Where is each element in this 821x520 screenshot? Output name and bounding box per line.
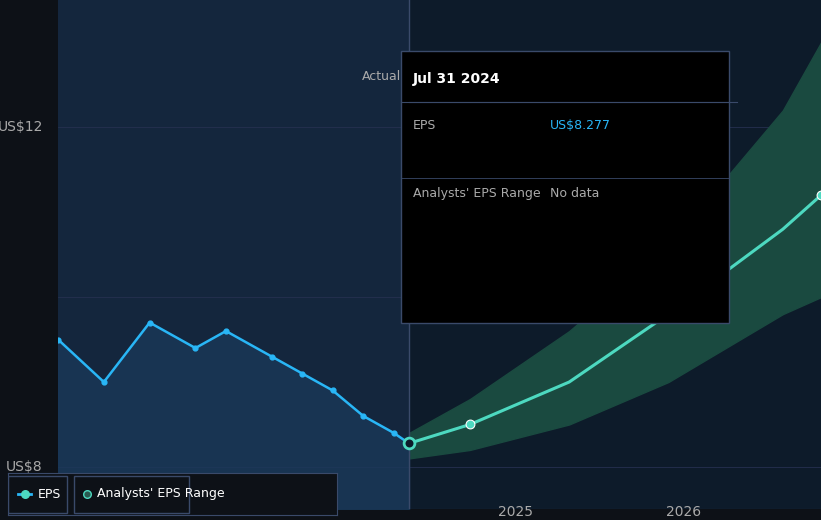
Text: Analysts' EPS Range: Analysts' EPS Range <box>413 187 540 200</box>
Point <box>219 327 232 335</box>
Point <box>98 378 111 386</box>
Point <box>296 369 309 378</box>
Text: Jul 31 2024: Jul 31 2024 <box>413 72 501 86</box>
Text: US$8.277: US$8.277 <box>550 119 611 132</box>
Text: 2026: 2026 <box>666 505 701 519</box>
Text: US$12: US$12 <box>0 120 43 134</box>
Point <box>356 412 369 420</box>
Text: No data: No data <box>550 187 599 200</box>
Point <box>326 386 339 395</box>
FancyBboxPatch shape <box>74 476 189 513</box>
Text: 2023: 2023 <box>79 505 114 519</box>
Point <box>464 420 477 428</box>
Bar <box>58 0 409 509</box>
Point <box>80 490 94 498</box>
Text: EPS: EPS <box>413 119 436 132</box>
Point <box>52 335 65 344</box>
Point <box>388 429 401 437</box>
Point <box>402 439 415 448</box>
Text: Actual: Actual <box>362 70 401 83</box>
Point <box>265 353 278 361</box>
Text: Analysts Forecasts: Analysts Forecasts <box>417 70 533 83</box>
FancyBboxPatch shape <box>8 476 67 513</box>
Text: 2025: 2025 <box>498 505 534 519</box>
Point <box>189 344 202 352</box>
FancyBboxPatch shape <box>401 51 729 322</box>
Text: 2024: 2024 <box>255 505 289 519</box>
Text: Analysts' EPS Range: Analysts' EPS Range <box>97 488 224 500</box>
Point <box>402 439 415 448</box>
Point <box>814 191 821 199</box>
Text: EPS: EPS <box>38 488 61 500</box>
Point <box>662 310 675 318</box>
Point <box>18 490 31 498</box>
Point <box>143 318 156 327</box>
Text: US$8: US$8 <box>7 460 43 474</box>
